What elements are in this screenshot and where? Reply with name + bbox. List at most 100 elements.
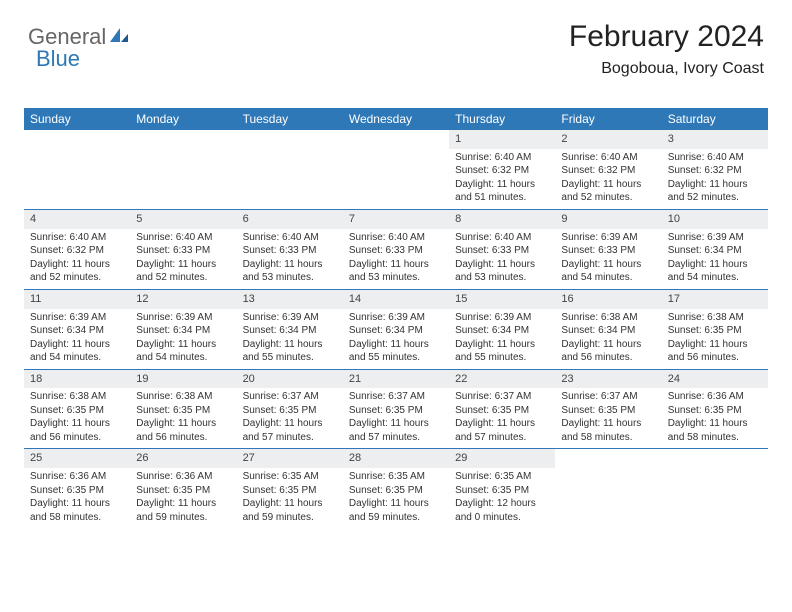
calendar-cell: 19Sunrise: 6:38 AMSunset: 6:35 PMDayligh…: [130, 370, 236, 449]
daylight-text: Daylight: 11 hours and 52 minutes.: [136, 258, 230, 285]
day-info: Sunrise: 6:35 AMSunset: 6:35 PMDaylight:…: [343, 468, 449, 528]
calendar-cell: 27Sunrise: 6:35 AMSunset: 6:35 PMDayligh…: [237, 449, 343, 528]
day-number: 20: [237, 370, 343, 389]
day-info: Sunrise: 6:40 AMSunset: 6:33 PMDaylight:…: [237, 229, 343, 289]
sunset-text: Sunset: 6:35 PM: [349, 484, 443, 498]
sunrise-text: Sunrise: 6:40 AM: [455, 231, 549, 245]
day-number: 5: [130, 210, 236, 229]
sunset-text: Sunset: 6:35 PM: [136, 484, 230, 498]
sunset-text: Sunset: 6:35 PM: [243, 484, 337, 498]
sunset-text: Sunset: 6:35 PM: [30, 404, 124, 418]
sunrise-text: Sunrise: 6:39 AM: [455, 311, 549, 325]
sunset-text: Sunset: 6:33 PM: [455, 244, 549, 258]
calendar-cell: 18Sunrise: 6:38 AMSunset: 6:35 PMDayligh…: [24, 370, 130, 449]
daylight-text: Daylight: 11 hours and 58 minutes.: [561, 417, 655, 444]
calendar-cell: 7Sunrise: 6:40 AMSunset: 6:33 PMDaylight…: [343, 210, 449, 289]
sunrise-text: Sunrise: 6:38 AM: [30, 390, 124, 404]
calendar-cell: 22Sunrise: 6:37 AMSunset: 6:35 PMDayligh…: [449, 370, 555, 449]
daylight-text: Daylight: 11 hours and 56 minutes.: [136, 417, 230, 444]
weekday-label: Wednesday: [343, 108, 449, 130]
day-info: Sunrise: 6:40 AMSunset: 6:33 PMDaylight:…: [343, 229, 449, 289]
daylight-text: Daylight: 11 hours and 58 minutes.: [668, 417, 762, 444]
daylight-text: Daylight: 11 hours and 58 minutes.: [30, 497, 124, 524]
sunrise-text: Sunrise: 6:40 AM: [136, 231, 230, 245]
calendar-cell: 21Sunrise: 6:37 AMSunset: 6:35 PMDayligh…: [343, 370, 449, 449]
weekday-label: Friday: [555, 108, 661, 130]
day-number: 9: [555, 210, 661, 229]
weekday-label: Tuesday: [237, 108, 343, 130]
day-info: Sunrise: 6:39 AMSunset: 6:34 PMDaylight:…: [449, 309, 555, 369]
calendar-cell: 29Sunrise: 6:35 AMSunset: 6:35 PMDayligh…: [449, 449, 555, 528]
day-number: 2: [555, 130, 661, 149]
daylight-text: Daylight: 11 hours and 59 minutes.: [349, 497, 443, 524]
calendar-cell: 14Sunrise: 6:39 AMSunset: 6:34 PMDayligh…: [343, 290, 449, 369]
day-number: 18: [24, 370, 130, 389]
sunrise-text: Sunrise: 6:40 AM: [668, 151, 762, 165]
sunrise-text: Sunrise: 6:39 AM: [561, 231, 655, 245]
calendar-cell: 25Sunrise: 6:36 AMSunset: 6:35 PMDayligh…: [24, 449, 130, 528]
day-number: 8: [449, 210, 555, 229]
sunrise-text: Sunrise: 6:35 AM: [455, 470, 549, 484]
sunset-text: Sunset: 6:34 PM: [136, 324, 230, 338]
day-number: 6: [237, 210, 343, 229]
sunset-text: Sunset: 6:35 PM: [668, 404, 762, 418]
day-number: 26: [130, 449, 236, 468]
calendar-cell: [130, 130, 236, 209]
calendar-cell: 15Sunrise: 6:39 AMSunset: 6:34 PMDayligh…: [449, 290, 555, 369]
day-number: 15: [449, 290, 555, 309]
sunrise-text: Sunrise: 6:36 AM: [136, 470, 230, 484]
sunrise-text: Sunrise: 6:35 AM: [349, 470, 443, 484]
sunset-text: Sunset: 6:35 PM: [455, 404, 549, 418]
sunset-text: Sunset: 6:34 PM: [561, 324, 655, 338]
daylight-text: Daylight: 11 hours and 51 minutes.: [455, 178, 549, 205]
day-number: 19: [130, 370, 236, 389]
day-number: 29: [449, 449, 555, 468]
sunrise-text: Sunrise: 6:39 AM: [30, 311, 124, 325]
daylight-text: Daylight: 11 hours and 53 minutes.: [243, 258, 337, 285]
sunrise-text: Sunrise: 6:38 AM: [668, 311, 762, 325]
sunset-text: Sunset: 6:35 PM: [349, 404, 443, 418]
calendar-cell: 10Sunrise: 6:39 AMSunset: 6:34 PMDayligh…: [662, 210, 768, 289]
daylight-text: Daylight: 11 hours and 52 minutes.: [561, 178, 655, 205]
sunset-text: Sunset: 6:35 PM: [668, 324, 762, 338]
calendar-cell: [343, 130, 449, 209]
brand-word2: Blue: [36, 46, 80, 72]
daylight-text: Daylight: 11 hours and 57 minutes.: [243, 417, 337, 444]
sunset-text: Sunset: 6:34 PM: [455, 324, 549, 338]
calendar-cell: 16Sunrise: 6:38 AMSunset: 6:34 PMDayligh…: [555, 290, 661, 369]
day-info: Sunrise: 6:39 AMSunset: 6:34 PMDaylight:…: [343, 309, 449, 369]
sunset-text: Sunset: 6:32 PM: [30, 244, 124, 258]
daylight-text: Daylight: 11 hours and 55 minutes.: [349, 338, 443, 365]
sunset-text: Sunset: 6:32 PM: [455, 164, 549, 178]
sunrise-text: Sunrise: 6:37 AM: [349, 390, 443, 404]
sunrise-text: Sunrise: 6:40 AM: [30, 231, 124, 245]
calendar-cell: 23Sunrise: 6:37 AMSunset: 6:35 PMDayligh…: [555, 370, 661, 449]
day-info: Sunrise: 6:36 AMSunset: 6:35 PMDaylight:…: [130, 468, 236, 528]
daylight-text: Daylight: 12 hours and 0 minutes.: [455, 497, 549, 524]
day-info: Sunrise: 6:38 AMSunset: 6:35 PMDaylight:…: [662, 309, 768, 369]
sunrise-text: Sunrise: 6:38 AM: [136, 390, 230, 404]
sunrise-text: Sunrise: 6:37 AM: [561, 390, 655, 404]
day-number: 4: [24, 210, 130, 229]
day-info: Sunrise: 6:36 AMSunset: 6:35 PMDaylight:…: [662, 388, 768, 448]
day-number: 17: [662, 290, 768, 309]
day-info: Sunrise: 6:39 AMSunset: 6:34 PMDaylight:…: [24, 309, 130, 369]
sunrise-text: Sunrise: 6:40 AM: [561, 151, 655, 165]
day-number: 11: [24, 290, 130, 309]
calendar-cell: 24Sunrise: 6:36 AMSunset: 6:35 PMDayligh…: [662, 370, 768, 449]
calendar-cell: 2Sunrise: 6:40 AMSunset: 6:32 PMDaylight…: [555, 130, 661, 209]
sail-icon: [108, 24, 130, 50]
day-number: 24: [662, 370, 768, 389]
day-number: 7: [343, 210, 449, 229]
day-number: 22: [449, 370, 555, 389]
sunrise-text: Sunrise: 6:40 AM: [243, 231, 337, 245]
calendar-cell: 20Sunrise: 6:37 AMSunset: 6:35 PMDayligh…: [237, 370, 343, 449]
sunset-text: Sunset: 6:33 PM: [243, 244, 337, 258]
weekday-header: Sunday Monday Tuesday Wednesday Thursday…: [24, 108, 768, 130]
sunrise-text: Sunrise: 6:37 AM: [455, 390, 549, 404]
calendar-cell: 3Sunrise: 6:40 AMSunset: 6:32 PMDaylight…: [662, 130, 768, 209]
calendar-cell: [662, 449, 768, 528]
calendar-cell: 1Sunrise: 6:40 AMSunset: 6:32 PMDaylight…: [449, 130, 555, 209]
day-number: 21: [343, 370, 449, 389]
day-number: 27: [237, 449, 343, 468]
